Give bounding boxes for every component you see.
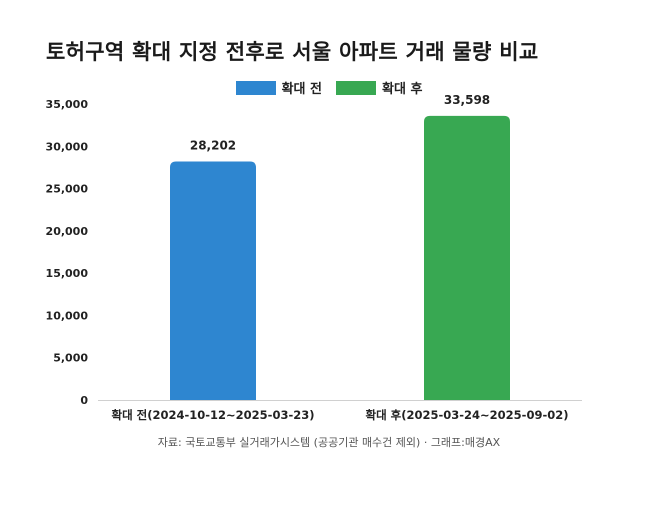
x-tick-label: 확대 후(2025-03-24~2025-09-02) — [365, 408, 568, 422]
data-label: 28,202 — [190, 138, 236, 152]
source-note: 자료: 국토교통부 실거래가시스템 (공공기관 매수건 제외) · 그래프:매경… — [157, 436, 501, 449]
x-tick-label: 확대 전(2024-10-12~2025-03-23) — [111, 408, 314, 422]
y-tick-label: 20,000 — [46, 225, 89, 238]
legend-item-after: 확대 후 — [336, 78, 422, 97]
bar-after — [424, 115, 510, 401]
y-tick-label: 10,000 — [46, 309, 89, 322]
y-tick-label: 30,000 — [46, 140, 89, 153]
data-label: 33,598 — [444, 93, 490, 107]
chart-legend: 확대 전 확대 후 — [0, 78, 658, 97]
legend-item-before: 확대 전 — [235, 78, 322, 97]
y-tick-label: 25,000 — [46, 183, 89, 196]
legend-label-before: 확대 전 — [281, 82, 322, 97]
legend-label-after: 확대 후 — [382, 82, 423, 97]
y-tick-label: 35,000 — [46, 98, 89, 111]
y-tick-label: 0 — [80, 394, 88, 407]
y-tick-label: 5,000 — [53, 352, 88, 365]
bar-before — [170, 161, 256, 400]
y-tick-label: 15,000 — [46, 267, 89, 280]
legend-swatch-before — [235, 80, 276, 95]
legend-swatch-after — [336, 80, 376, 95]
chart-title: 토허구역 확대 지정 전후로 서울 아파트 거래 물량 비교 — [46, 40, 539, 64]
